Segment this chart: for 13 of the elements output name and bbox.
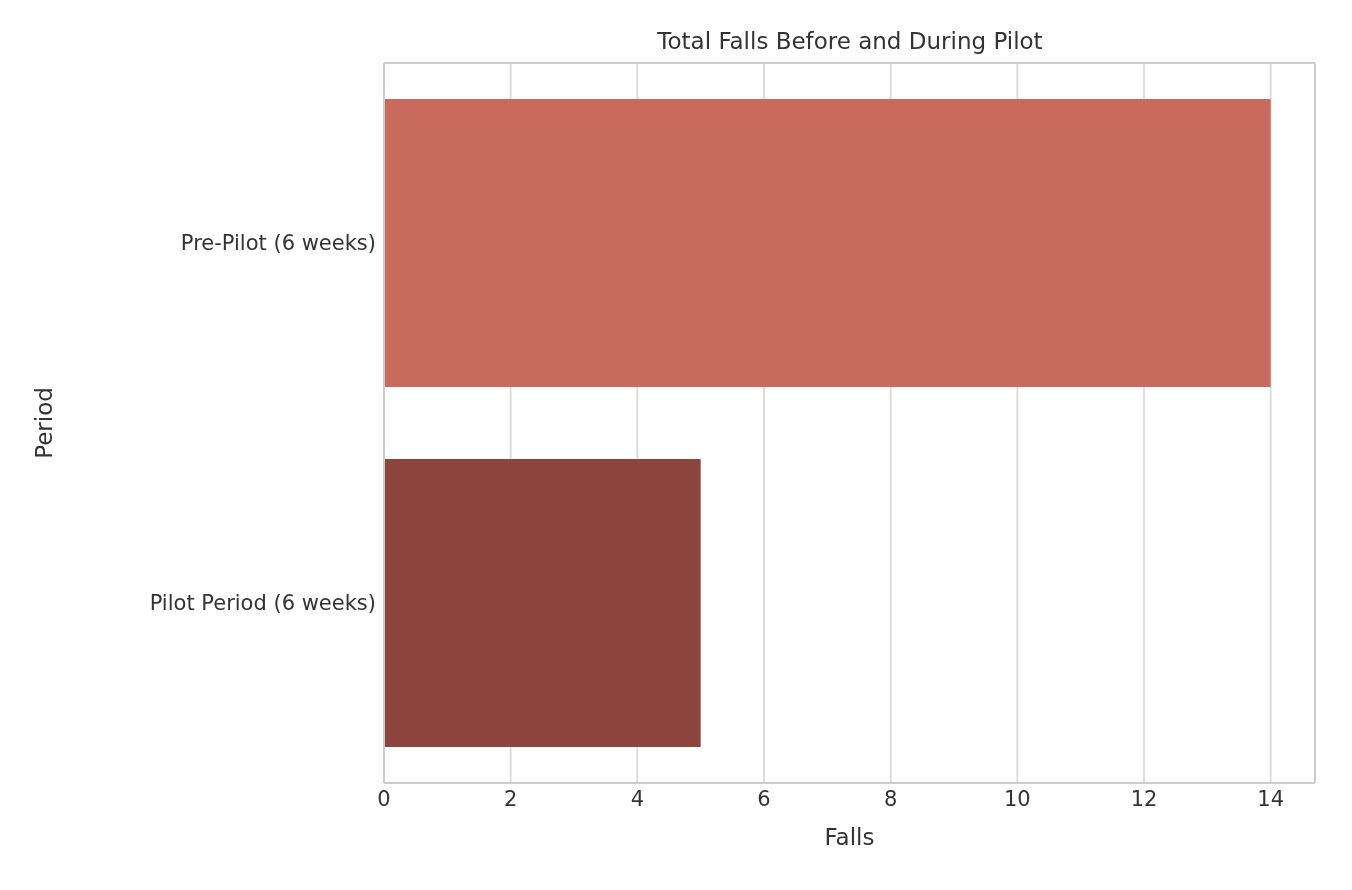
x-tick-label: 10 <box>1003 786 1031 811</box>
x-tick-label: 12 <box>1130 786 1158 811</box>
x-tick-label: 2 <box>503 786 518 811</box>
x-axis-title: Falls <box>824 824 875 850</box>
x-tick-label: 6 <box>757 786 771 811</box>
y-axis-title: Period <box>31 387 58 459</box>
x-tick-label: 8 <box>883 786 898 811</box>
x-tick-label: 0 <box>377 786 391 811</box>
y-tick-label: Pre-Pilot (6 weeks) <box>180 231 376 256</box>
x-tick-label: 4 <box>630 786 645 811</box>
y-tick-label: Pilot Period (6 weeks) <box>149 591 376 616</box>
chart-title: Total Falls Before and During Pilot <box>656 28 1044 54</box>
x-tick-label: 14 <box>1257 786 1285 811</box>
